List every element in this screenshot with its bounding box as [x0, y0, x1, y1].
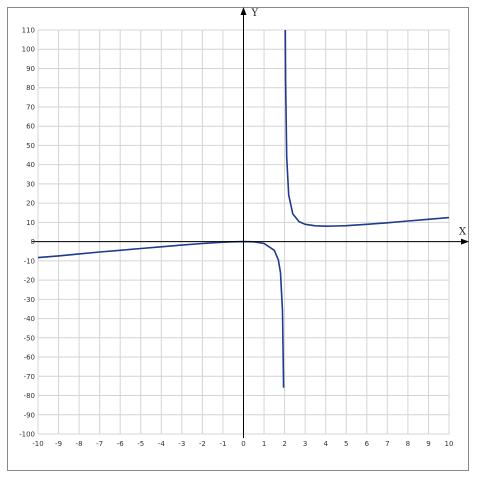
x-tick-label: 0	[241, 440, 245, 448]
x-tick-label: -2	[199, 440, 206, 448]
y-tick-label: 20	[26, 200, 35, 208]
series-line	[284, 29, 450, 227]
x-axis-arrow	[461, 238, 469, 245]
x-tick-label: -3	[178, 440, 185, 448]
x-tick-label: 10	[445, 440, 454, 448]
x-tick-label: -7	[96, 440, 103, 448]
x-tick-label: 9	[426, 440, 430, 448]
chart-frame	[7, 7, 469, 471]
x-tick-label: -8	[76, 440, 83, 448]
y-tick-label: -20	[24, 277, 35, 285]
x-tick-label: -4	[158, 440, 166, 448]
x-tick-label: 1	[262, 440, 266, 448]
y-tick-label: -90	[24, 411, 35, 419]
x-tick-label: -5	[137, 440, 144, 448]
y-tick-label: 80	[26, 84, 35, 92]
x-tick-labels: -10 -9 -8 -7 -6 -5 -4 -3 -2 -1 0 1 2 3 4 5 6 7 8 9 10	[32, 440, 453, 448]
y-tick-label: 40	[26, 161, 35, 169]
y-tick-label: -10	[24, 257, 35, 265]
x-tick-label: -9	[55, 440, 62, 448]
y-tick-label: 50	[26, 142, 35, 150]
y-tick-label: 70	[26, 103, 35, 111]
x-tick-label: 2	[282, 440, 286, 448]
x-tick-label: -6	[117, 440, 125, 448]
y-tick-label: 110	[22, 27, 35, 35]
y-tick-label: 100	[22, 46, 35, 54]
x-tick-label: 3	[303, 440, 307, 448]
curves	[37, 29, 450, 388]
y-tick-label: -100	[19, 431, 35, 439]
x-tick-label: 4	[323, 440, 328, 448]
series-line	[37, 240, 285, 388]
y-axis-arrow	[240, 7, 247, 15]
y-axis-label: Y	[251, 8, 259, 19]
y-tick-label: -30	[24, 296, 35, 304]
y-tick-labels: -100-90-80-70-60-50-40-30-20-10010203040…	[19, 27, 35, 439]
y-tick-label: 0	[31, 238, 35, 246]
axes	[32, 7, 469, 438]
x-tick-label: 8	[406, 440, 410, 448]
x-tick-label: 7	[385, 440, 389, 448]
y-tick-label: 90	[26, 65, 35, 73]
y-tick-label: -50	[24, 334, 35, 342]
y-tick-label: -70	[24, 373, 35, 381]
x-tick-label: -1	[219, 440, 226, 448]
y-tick-label: 30	[26, 180, 35, 188]
y-tick-label: -40	[24, 315, 35, 323]
x-tick-label: -10	[32, 440, 43, 448]
y-tick-label: -60	[24, 354, 35, 362]
x-tick-label: 5	[344, 440, 348, 448]
y-tick-label: 60	[26, 123, 35, 131]
y-tick-label: 10	[26, 219, 35, 227]
y-tick-label: -80	[24, 392, 35, 400]
x-tick-label: 6	[365, 440, 370, 448]
x-axis-label: X	[459, 227, 467, 238]
